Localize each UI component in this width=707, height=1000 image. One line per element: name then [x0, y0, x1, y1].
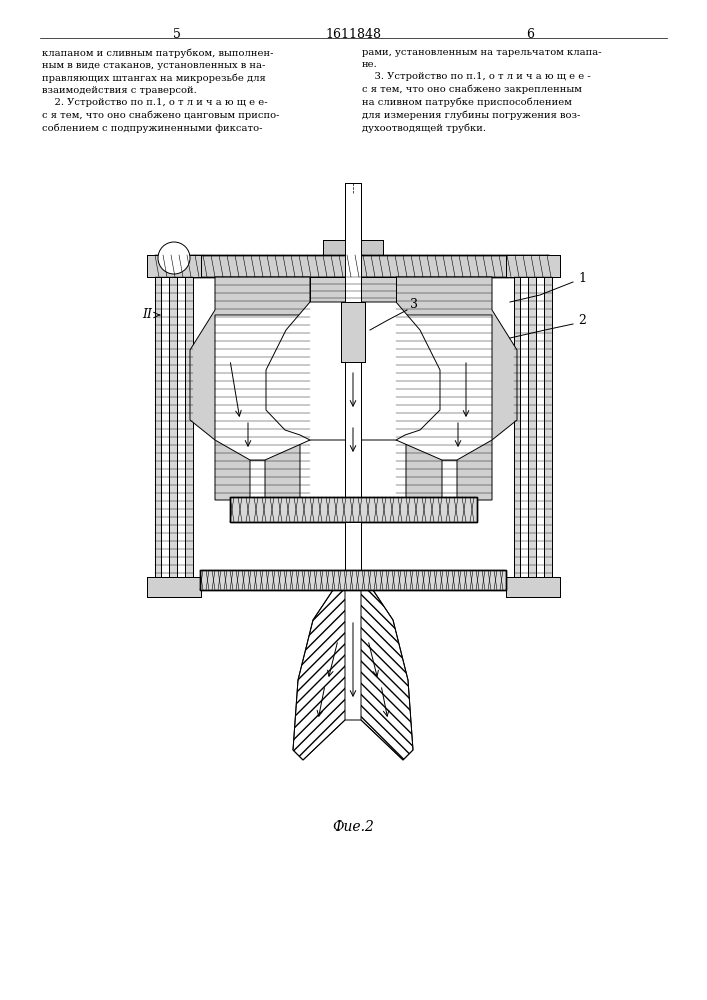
Bar	[147, 255, 201, 277]
Bar	[341, 302, 365, 362]
Text: 1: 1	[578, 271, 586, 284]
Bar	[345, 522, 361, 572]
Bar	[147, 577, 201, 597]
Text: 2: 2	[578, 314, 586, 326]
Bar	[177, 277, 185, 587]
Bar	[520, 277, 528, 587]
Bar	[536, 277, 544, 587]
Bar	[345, 183, 361, 563]
Bar	[155, 255, 549, 277]
Bar	[323, 240, 383, 258]
Bar	[200, 570, 506, 590]
Polygon shape	[396, 315, 492, 460]
Text: Фие.2: Фие.2	[332, 820, 374, 834]
Bar	[147, 577, 201, 597]
Text: 6: 6	[526, 28, 534, 41]
Polygon shape	[215, 315, 310, 460]
Bar	[514, 277, 552, 577]
Bar	[155, 277, 193, 577]
Bar	[310, 277, 396, 302]
Bar	[161, 277, 169, 587]
Text: 5: 5	[173, 28, 181, 41]
Bar	[348, 183, 358, 245]
Text: 3: 3	[410, 298, 418, 312]
Bar	[155, 255, 549, 277]
Polygon shape	[190, 277, 310, 500]
Bar	[177, 277, 185, 587]
Text: клапаном и сливным патрубком, выполнен-
ным в виде стаканов, установленных в на-: клапаном и сливным патрубком, выполнен- …	[42, 48, 279, 133]
Bar	[161, 277, 169, 587]
Bar	[506, 255, 560, 277]
Bar	[230, 497, 477, 522]
Bar	[310, 277, 396, 302]
Text: рами, установленным на тарельчатом клапа-
не.
    3. Устройство по п.1, о т л и : рами, установленным на тарельчатом клапа…	[362, 48, 602, 133]
Polygon shape	[396, 277, 517, 500]
Circle shape	[158, 242, 190, 274]
Bar	[200, 570, 506, 590]
Text: II: II	[142, 308, 152, 322]
Bar	[230, 497, 477, 522]
Bar	[323, 240, 383, 258]
Polygon shape	[266, 302, 440, 440]
Bar	[506, 255, 560, 277]
Text: 1611848: 1611848	[325, 28, 381, 41]
Bar	[345, 522, 361, 572]
Bar	[506, 577, 560, 597]
Bar	[155, 277, 193, 577]
Bar	[514, 277, 552, 577]
Bar	[341, 302, 365, 362]
Bar	[520, 277, 528, 587]
Polygon shape	[293, 572, 413, 760]
Bar	[348, 183, 358, 245]
Bar	[536, 277, 544, 587]
Bar	[147, 255, 201, 277]
Bar	[506, 577, 560, 597]
Bar	[345, 183, 361, 563]
